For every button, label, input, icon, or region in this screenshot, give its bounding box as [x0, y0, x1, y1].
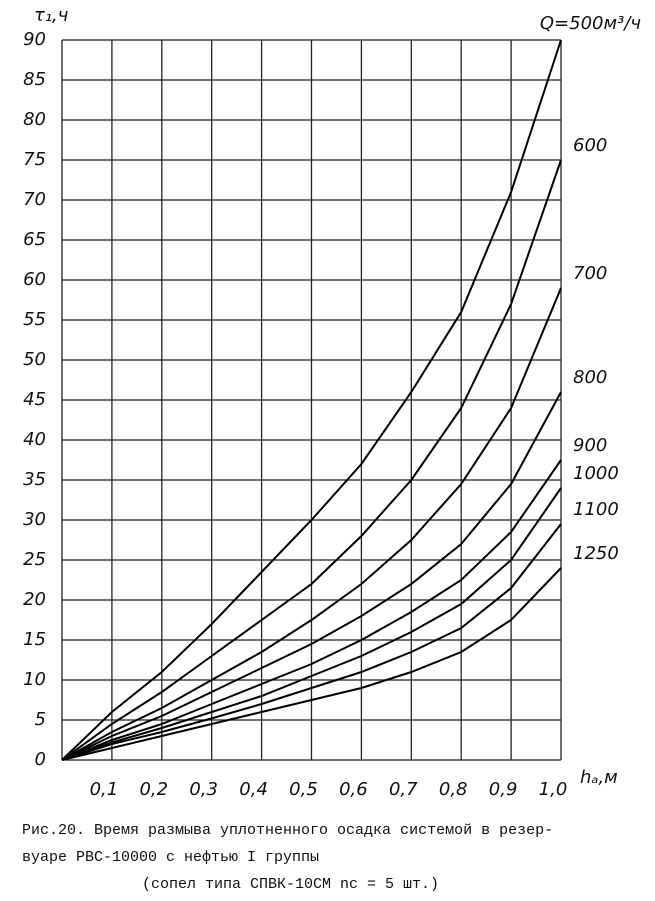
- x-tick-label: 0,9: [489, 779, 518, 800]
- curve: [61, 567, 562, 761]
- y-tick-label: 70: [23, 189, 46, 210]
- x-tick-label: 0,6: [339, 779, 368, 800]
- y-tick-label: 50: [23, 349, 46, 370]
- y-tick-label: 60: [23, 269, 46, 290]
- curve: [61, 487, 562, 761]
- y-tick-label: 25: [23, 549, 46, 570]
- series-label: 800: [573, 367, 607, 388]
- y-tick-label: 85: [23, 69, 46, 90]
- y-tick-label: 35: [23, 469, 46, 490]
- y-tick-label: 5: [35, 709, 46, 730]
- series-label: 600: [573, 135, 607, 156]
- curve: [61, 287, 562, 761]
- y-tick-label: 30: [23, 509, 46, 530]
- x-axis-label: hₐ,м: [580, 767, 618, 788]
- y-tick-label: 75: [23, 149, 46, 170]
- caption-line: вуаре РВС-10000 с нефтью I группы: [22, 849, 319, 866]
- y-tick-label: 0: [35, 749, 46, 770]
- y-tick-label: 15: [23, 629, 46, 650]
- series-label: 1000: [573, 463, 619, 484]
- x-tick-label: 0,2: [139, 779, 168, 800]
- curve: [61, 523, 562, 761]
- x-tick-label: 1,0: [539, 779, 568, 800]
- series-label: 700: [573, 263, 607, 284]
- curve: [61, 391, 562, 761]
- curve: [61, 159, 562, 761]
- y-tick-label: 45: [23, 389, 46, 410]
- x-tick-label: 0,8: [439, 779, 468, 800]
- series-label: 1250: [573, 543, 619, 564]
- caption-line: Рис.20. Время размыва уплотненного осадк…: [22, 822, 553, 839]
- caption-line: (сопел типа СПВК-10СМ nс = 5 шт.): [142, 876, 439, 893]
- y-tick-label: 40: [23, 429, 46, 450]
- series-label: 1100: [573, 499, 619, 520]
- y-tick-label: 20: [23, 589, 46, 610]
- curve: [61, 39, 562, 761]
- y-tick-label: 90: [23, 29, 46, 50]
- series-label: 900: [573, 435, 607, 456]
- y-axis-label: τ₁,ч: [34, 5, 68, 26]
- y-tick-label: 80: [23, 109, 46, 130]
- x-tick-label: 0,5: [289, 779, 318, 800]
- y-tick-label: 65: [23, 229, 46, 250]
- x-tick-label: 0,1: [90, 779, 119, 800]
- y-tick-label: 55: [23, 309, 46, 330]
- x-tick-label: 0,3: [189, 779, 218, 800]
- x-tick-label: 0,7: [389, 779, 418, 800]
- x-tick-label: 0,4: [239, 779, 268, 800]
- series-label: Q=500м³/ч: [540, 13, 641, 34]
- curve: [61, 459, 562, 761]
- y-tick-label: 10: [23, 669, 46, 690]
